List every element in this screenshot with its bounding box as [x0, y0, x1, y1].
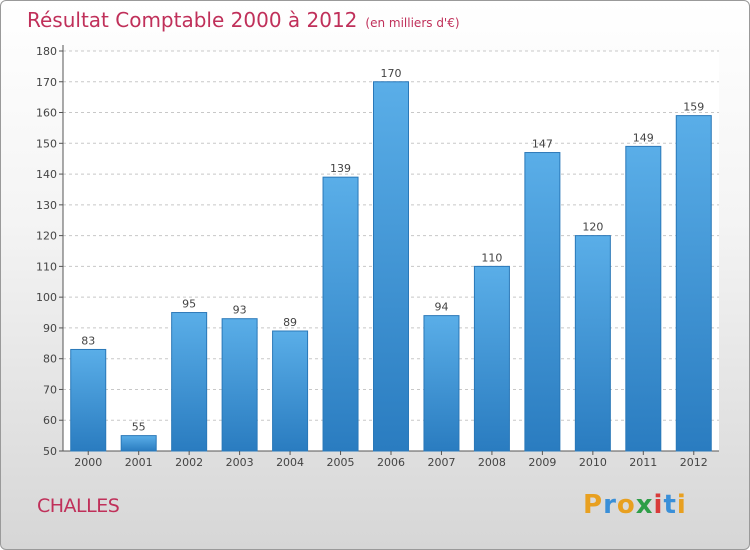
chart-title-text: Résultat Comptable 2000 à 2012 — [27, 8, 358, 32]
x-tick-label: 2007 — [427, 456, 455, 469]
x-tick-label: 2006 — [377, 456, 405, 469]
x-tick-label: 2004 — [276, 456, 304, 469]
y-tick-label: 170 — [36, 76, 57, 89]
bar-value-label: 159 — [683, 101, 704, 114]
bar-value-label: 95 — [182, 298, 196, 311]
bar-2003 — [221, 318, 258, 452]
y-tick-label: 120 — [36, 230, 57, 243]
bar-2000 — [70, 348, 107, 452]
bar-2011 — [625, 145, 662, 452]
chart-title: Résultat Comptable 2000 à 2012 (en millie… — [27, 8, 460, 32]
x-tick-label: 2002 — [175, 456, 203, 469]
x-tick-label: 2010 — [579, 456, 607, 469]
bar-value-label: 147 — [532, 138, 553, 151]
x-tick-label: 2000 — [74, 456, 102, 469]
y-tick-label: 160 — [36, 107, 57, 120]
x-tick-label: 2003 — [226, 456, 254, 469]
bar-2005 — [322, 176, 359, 452]
proxiti-logo: Proxiti — [583, 490, 687, 520]
bar-2007 — [423, 315, 460, 452]
bar-value-label: 149 — [633, 131, 654, 144]
logo-letter: o — [616, 490, 636, 520]
bar-2012 — [675, 115, 712, 452]
y-tick-label: 140 — [36, 168, 57, 181]
bar-value-label: 55 — [132, 421, 146, 434]
bar-2001 — [120, 435, 157, 452]
logo-letter: i — [676, 490, 687, 520]
x-tick-label: 2009 — [528, 456, 556, 469]
bar-2002 — [171, 312, 208, 452]
bar-2009 — [524, 152, 561, 452]
bar-value-label: 110 — [481, 251, 502, 264]
bar-value-label: 120 — [582, 221, 603, 234]
bar-2010 — [574, 235, 611, 452]
x-tick-label: 2001 — [125, 456, 153, 469]
y-tick-label: 110 — [36, 260, 57, 273]
bar-value-label: 170 — [381, 67, 402, 80]
y-tick-label: 180 — [36, 45, 57, 58]
logo-letter: i — [653, 490, 664, 520]
bar-2008 — [473, 265, 510, 452]
logo-letter: P — [583, 490, 604, 520]
bar-value-label: 83 — [81, 334, 95, 347]
y-tick-label: 130 — [36, 199, 57, 212]
logo-letter: r — [603, 490, 617, 520]
x-tick-label: 2005 — [327, 456, 355, 469]
location-name: CHALLES — [37, 495, 120, 517]
x-tick-label: 2011 — [629, 456, 657, 469]
bar-2004 — [272, 330, 309, 452]
logo-letter: x — [635, 490, 654, 520]
bar-value-label: 93 — [233, 304, 247, 317]
bar-value-label: 94 — [434, 301, 448, 314]
chart-subtitle: (en milliers d'€) — [365, 16, 460, 30]
x-tick-label: 2012 — [680, 456, 708, 469]
y-tick-label: 100 — [36, 291, 57, 304]
y-tick-label: 80 — [43, 353, 57, 366]
y-tick-label: 70 — [43, 383, 57, 396]
bar-2006 — [373, 81, 409, 452]
y-tick-label: 150 — [36, 137, 57, 150]
y-tick-label: 50 — [43, 445, 57, 458]
y-tick-label: 90 — [43, 322, 57, 335]
x-tick-label: 2008 — [478, 456, 506, 469]
bar-value-label: 139 — [330, 162, 351, 175]
y-tick-label: 60 — [43, 414, 57, 427]
bar-value-label: 89 — [283, 316, 297, 329]
logo-letter: t — [663, 490, 677, 520]
